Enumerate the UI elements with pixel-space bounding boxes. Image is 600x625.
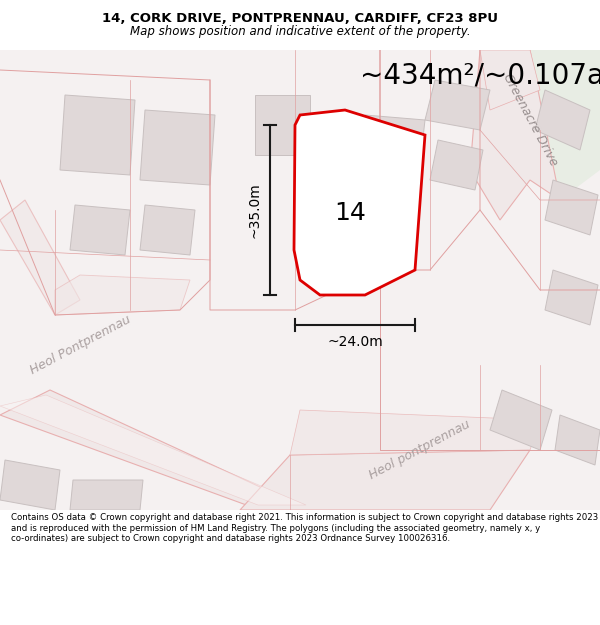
Polygon shape — [490, 390, 552, 450]
Polygon shape — [0, 50, 600, 510]
Polygon shape — [255, 95, 310, 155]
Text: Greenacre Drive: Greenacre Drive — [500, 71, 560, 169]
Text: Map shows position and indicative extent of the property.: Map shows position and indicative extent… — [130, 24, 470, 38]
Text: ~35.0m: ~35.0m — [248, 182, 262, 238]
Polygon shape — [290, 410, 540, 455]
Polygon shape — [55, 275, 190, 315]
Text: Heol pontprennau: Heol pontprennau — [367, 418, 473, 482]
Polygon shape — [430, 140, 483, 190]
Polygon shape — [70, 480, 143, 510]
Polygon shape — [140, 110, 215, 185]
Polygon shape — [70, 205, 130, 255]
Polygon shape — [240, 450, 530, 510]
Text: ~24.0m: ~24.0m — [327, 335, 383, 349]
Text: 14, CORK DRIVE, PONTPRENNAU, CARDIFF, CF23 8PU: 14, CORK DRIVE, PONTPRENNAU, CARDIFF, CF… — [102, 12, 498, 26]
Text: Contains OS data © Crown copyright and database right 2021. This information is : Contains OS data © Crown copyright and d… — [11, 514, 598, 543]
Polygon shape — [555, 415, 600, 465]
Polygon shape — [60, 95, 135, 175]
Polygon shape — [0, 395, 306, 505]
Polygon shape — [490, 50, 600, 200]
Polygon shape — [294, 110, 425, 295]
Polygon shape — [425, 80, 490, 130]
Text: 14: 14 — [334, 201, 366, 226]
Text: ~434m²/~0.107ac.: ~434m²/~0.107ac. — [360, 62, 600, 90]
Polygon shape — [545, 270, 598, 325]
Polygon shape — [480, 50, 540, 110]
Polygon shape — [0, 200, 80, 315]
Polygon shape — [535, 90, 590, 150]
Text: Heol Pontprennau: Heol Pontprennau — [28, 313, 133, 377]
Polygon shape — [0, 390, 310, 510]
Polygon shape — [360, 115, 425, 165]
Polygon shape — [0, 460, 60, 510]
Polygon shape — [370, 202, 418, 238]
Polygon shape — [545, 180, 598, 235]
Polygon shape — [140, 205, 195, 255]
Polygon shape — [470, 50, 560, 220]
